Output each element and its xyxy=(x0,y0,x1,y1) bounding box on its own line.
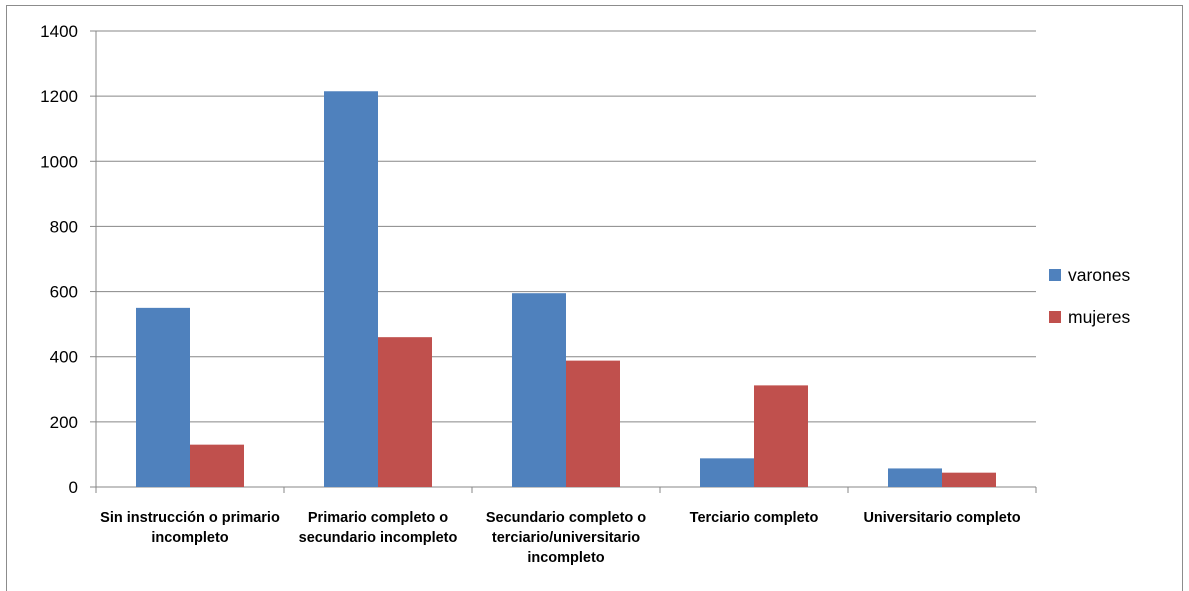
bar-mujeres xyxy=(566,360,620,487)
bar-varones xyxy=(700,458,754,487)
bar-mujeres xyxy=(378,337,432,487)
y-tick-label: 1200 xyxy=(40,87,78,106)
y-tick-label: 800 xyxy=(50,217,78,236)
y-tick-label: 1400 xyxy=(40,22,78,41)
bar-varones xyxy=(512,293,566,487)
y-tick-label: 0 xyxy=(69,478,78,497)
bars xyxy=(136,91,996,487)
x-tick-label: Sin instrucción o primario incompleto xyxy=(100,510,280,546)
x-axis: Sin instrucción o primario incompleto Prim… xyxy=(95,486,1037,566)
chart-frame xyxy=(6,5,1183,591)
bar-varones xyxy=(888,468,942,487)
x-tick-label: Universitario completo xyxy=(863,510,1020,526)
y-tick-label: 200 xyxy=(50,413,78,432)
y-tick-label: 400 xyxy=(50,348,78,367)
legend-swatch xyxy=(1049,269,1061,281)
y-tick-label: 600 xyxy=(50,283,78,302)
y-tick-label: 1000 xyxy=(40,152,78,171)
legend-label: mujeres xyxy=(1068,307,1130,327)
legend-label: varones xyxy=(1068,265,1131,285)
bar-mujeres xyxy=(190,444,244,487)
y-axis: 0 200 400 600 800 1000 1200 1400 xyxy=(40,22,97,497)
x-tick-label: Terciario completo xyxy=(690,510,819,526)
bar-mujeres xyxy=(754,385,808,487)
bar-mujeres xyxy=(942,472,996,487)
legend: varones mujeres xyxy=(1049,265,1131,327)
x-tick-label: Secundario completo o terciario/universit… xyxy=(486,510,646,566)
bar-varones xyxy=(136,307,190,487)
legend-swatch xyxy=(1049,311,1061,323)
bar-varones xyxy=(324,91,378,487)
x-tick-label: Primario completo o secundario incompleto xyxy=(299,510,458,546)
